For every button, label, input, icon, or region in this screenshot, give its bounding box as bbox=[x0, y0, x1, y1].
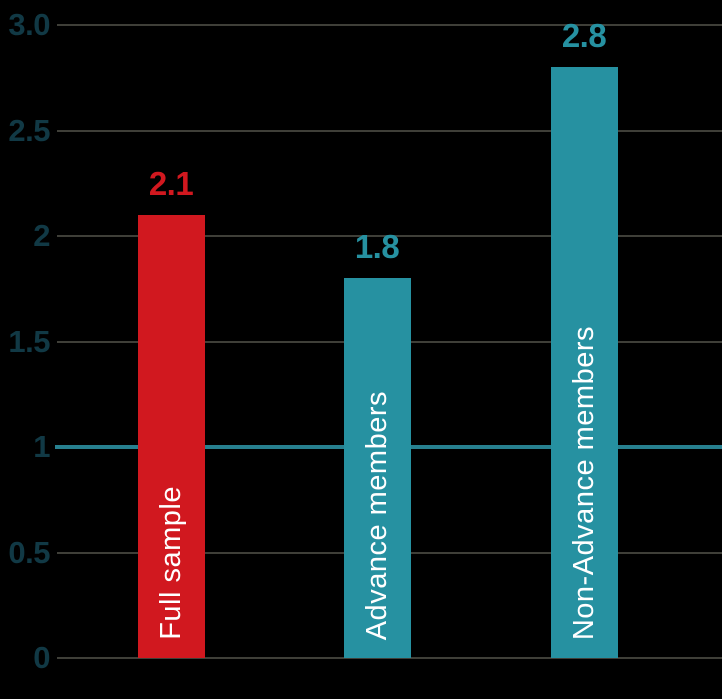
y-axis-tick-label: 0.5 bbox=[8, 534, 50, 570]
bar-category-label: Full sample bbox=[154, 486, 187, 640]
bar-category-label: Advance members bbox=[360, 390, 393, 640]
bar-value-label: 1.8 bbox=[354, 228, 400, 265]
y-gridline bbox=[57, 235, 722, 237]
y-axis-tick-label: 2.5 bbox=[8, 112, 50, 148]
bar-value-label: 2.1 bbox=[148, 165, 194, 202]
y-axis-tick-label: 3.0 bbox=[8, 7, 50, 42]
y-gridline bbox=[57, 129, 722, 132]
y-gridline bbox=[57, 24, 722, 26]
bar: Full sample bbox=[137, 215, 205, 658]
y-axis-tick-label: 0 bbox=[33, 640, 50, 675]
y-axis-tick-label: 2 bbox=[33, 218, 50, 253]
y-gridline bbox=[57, 657, 722, 659]
bar: Advance members bbox=[343, 278, 411, 658]
y-axis-tick-label: 1 bbox=[33, 429, 50, 464]
y-axis-tick-label: 1.5 bbox=[8, 323, 50, 359]
bar: Non-Advance members bbox=[550, 67, 618, 658]
bar-category-label: Non-Advance members bbox=[567, 325, 600, 640]
bar-value-label: 2.8 bbox=[561, 17, 607, 54]
